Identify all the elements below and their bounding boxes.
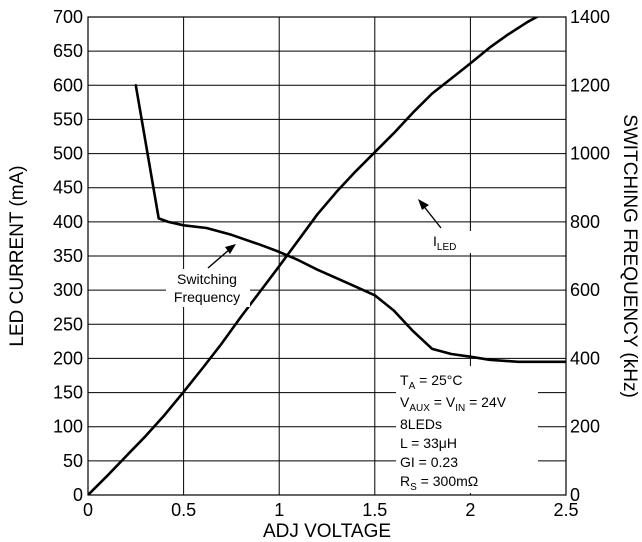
- x-tick-label: 2.5: [553, 500, 578, 520]
- x-tick-label: 0: [83, 500, 93, 520]
- condition-gi: GI = 0.23: [400, 454, 458, 470]
- y-tick-label: 700: [53, 7, 83, 27]
- y-tick-label: 650: [53, 41, 83, 61]
- y2-axis-title: SWITCHING FREQUENCY (kHz): [619, 114, 640, 398]
- y2-tick-label: 1000: [570, 144, 610, 164]
- y-tick-label: 550: [53, 109, 83, 129]
- y-tick-label: 150: [53, 383, 83, 403]
- sw-label-bg: [166, 269, 250, 307]
- plot-frame: [87, 16, 567, 496]
- y-axis-title: LED CURRENT (mA): [7, 165, 28, 346]
- y-tick-label: 100: [53, 417, 83, 437]
- condition-vaux: VAUX = VIN = 24V: [400, 394, 507, 414]
- iled-label: ILED: [433, 233, 456, 253]
- y-tick-label: 250: [53, 314, 83, 334]
- y2-tick-label: 600: [570, 280, 600, 300]
- x-tick-label: 0.5: [171, 500, 196, 520]
- iled-arrow-line: [421, 203, 442, 229]
- y2-tick-label: 0: [570, 485, 580, 505]
- x-axis-title: ADJ VOLTAGE: [263, 521, 391, 542]
- switching-frequency-annotation: Switching Frequency: [166, 244, 250, 307]
- y-tick-label: 500: [53, 144, 83, 164]
- y-tick-label: 50: [63, 451, 83, 471]
- condition-ta: TA = 25°C: [400, 372, 462, 392]
- condition-leds: 8LEDs: [400, 416, 442, 432]
- iled-annotation: ILED: [418, 199, 472, 253]
- y2-tick-label: 1400: [570, 7, 610, 27]
- y-tick-label: 200: [53, 348, 83, 368]
- y-tick-label: 450: [53, 178, 83, 198]
- x-tick-label: 1: [274, 500, 284, 520]
- y2-tick-label: 200: [570, 417, 600, 437]
- iled-arrowhead: [418, 199, 429, 210]
- switching-frequency-line: [134, 84, 566, 364]
- conditions-bg: [396, 366, 538, 493]
- condition-inductor: L = 33μH: [400, 435, 457, 451]
- y-tick-label: 300: [53, 280, 83, 300]
- y2-tick-label: 400: [570, 348, 600, 368]
- y2-tick-label: 1200: [570, 75, 610, 95]
- conditions-box: TA = 25°C VAUX = VIN = 24V 8LEDs L = 33μ…: [396, 366, 538, 493]
- condition-rs: RS = 300mΩ: [400, 473, 478, 493]
- y-tick-label: 350: [53, 246, 83, 266]
- led-current-line: [88, 17, 540, 495]
- y-tick-label: 400: [53, 212, 83, 232]
- y-tick-label: 0: [73, 485, 83, 505]
- sw-arrowhead: [225, 244, 236, 254]
- tick-labels: 0501001502002503003504004505005506006507…: [53, 7, 610, 520]
- x-tick-label: 1.5: [362, 500, 387, 520]
- data-series: [88, 17, 566, 495]
- y2-tick-label: 800: [570, 212, 600, 232]
- sw-label-line2: Frequency: [174, 289, 240, 305]
- x-tick-label: 2: [465, 500, 475, 520]
- iled-label-bg: [430, 231, 472, 253]
- sw-arrow-line: [207, 248, 231, 269]
- sw-label-line1: Switching: [177, 271, 237, 287]
- y-tick-label: 600: [53, 75, 83, 95]
